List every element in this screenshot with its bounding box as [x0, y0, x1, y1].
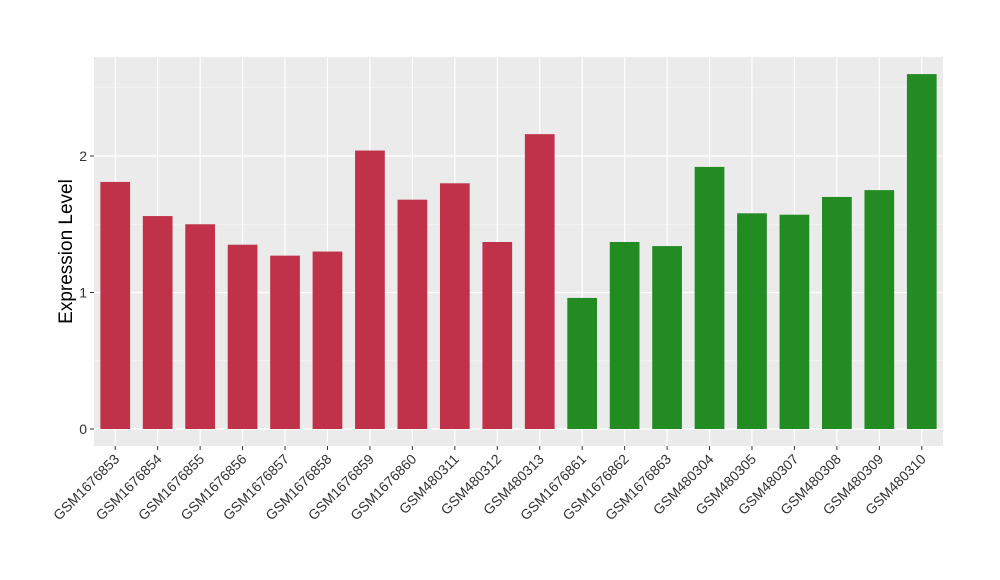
y-tick-label: 2 [79, 148, 87, 164]
bar [270, 255, 300, 429]
bar [439, 183, 470, 429]
bar [100, 181, 131, 429]
bar [737, 213, 767, 429]
bar [609, 241, 640, 429]
y-axis-title: Expression Level [56, 179, 77, 324]
bar [227, 244, 258, 429]
bars [100, 74, 937, 430]
y-axis: 0 1 2 [79, 148, 94, 437]
bar [652, 246, 682, 429]
bar [822, 196, 852, 429]
plot-panel [94, 57, 943, 446]
bar [694, 166, 725, 430]
bar [779, 214, 810, 429]
x-axis: GSM1676853GSM1676854GSM1676855GSM1676856… [50, 446, 929, 523]
bar [142, 216, 173, 429]
bar [864, 190, 895, 429]
bar [312, 251, 343, 429]
bar [482, 241, 513, 429]
bar [906, 74, 937, 429]
y-tick-label: 1 [79, 285, 87, 301]
bar [185, 224, 215, 429]
y-tick-label: 0 [79, 421, 87, 437]
bar [567, 297, 598, 429]
bar [397, 199, 428, 429]
bar [524, 134, 555, 429]
bar [355, 150, 385, 430]
